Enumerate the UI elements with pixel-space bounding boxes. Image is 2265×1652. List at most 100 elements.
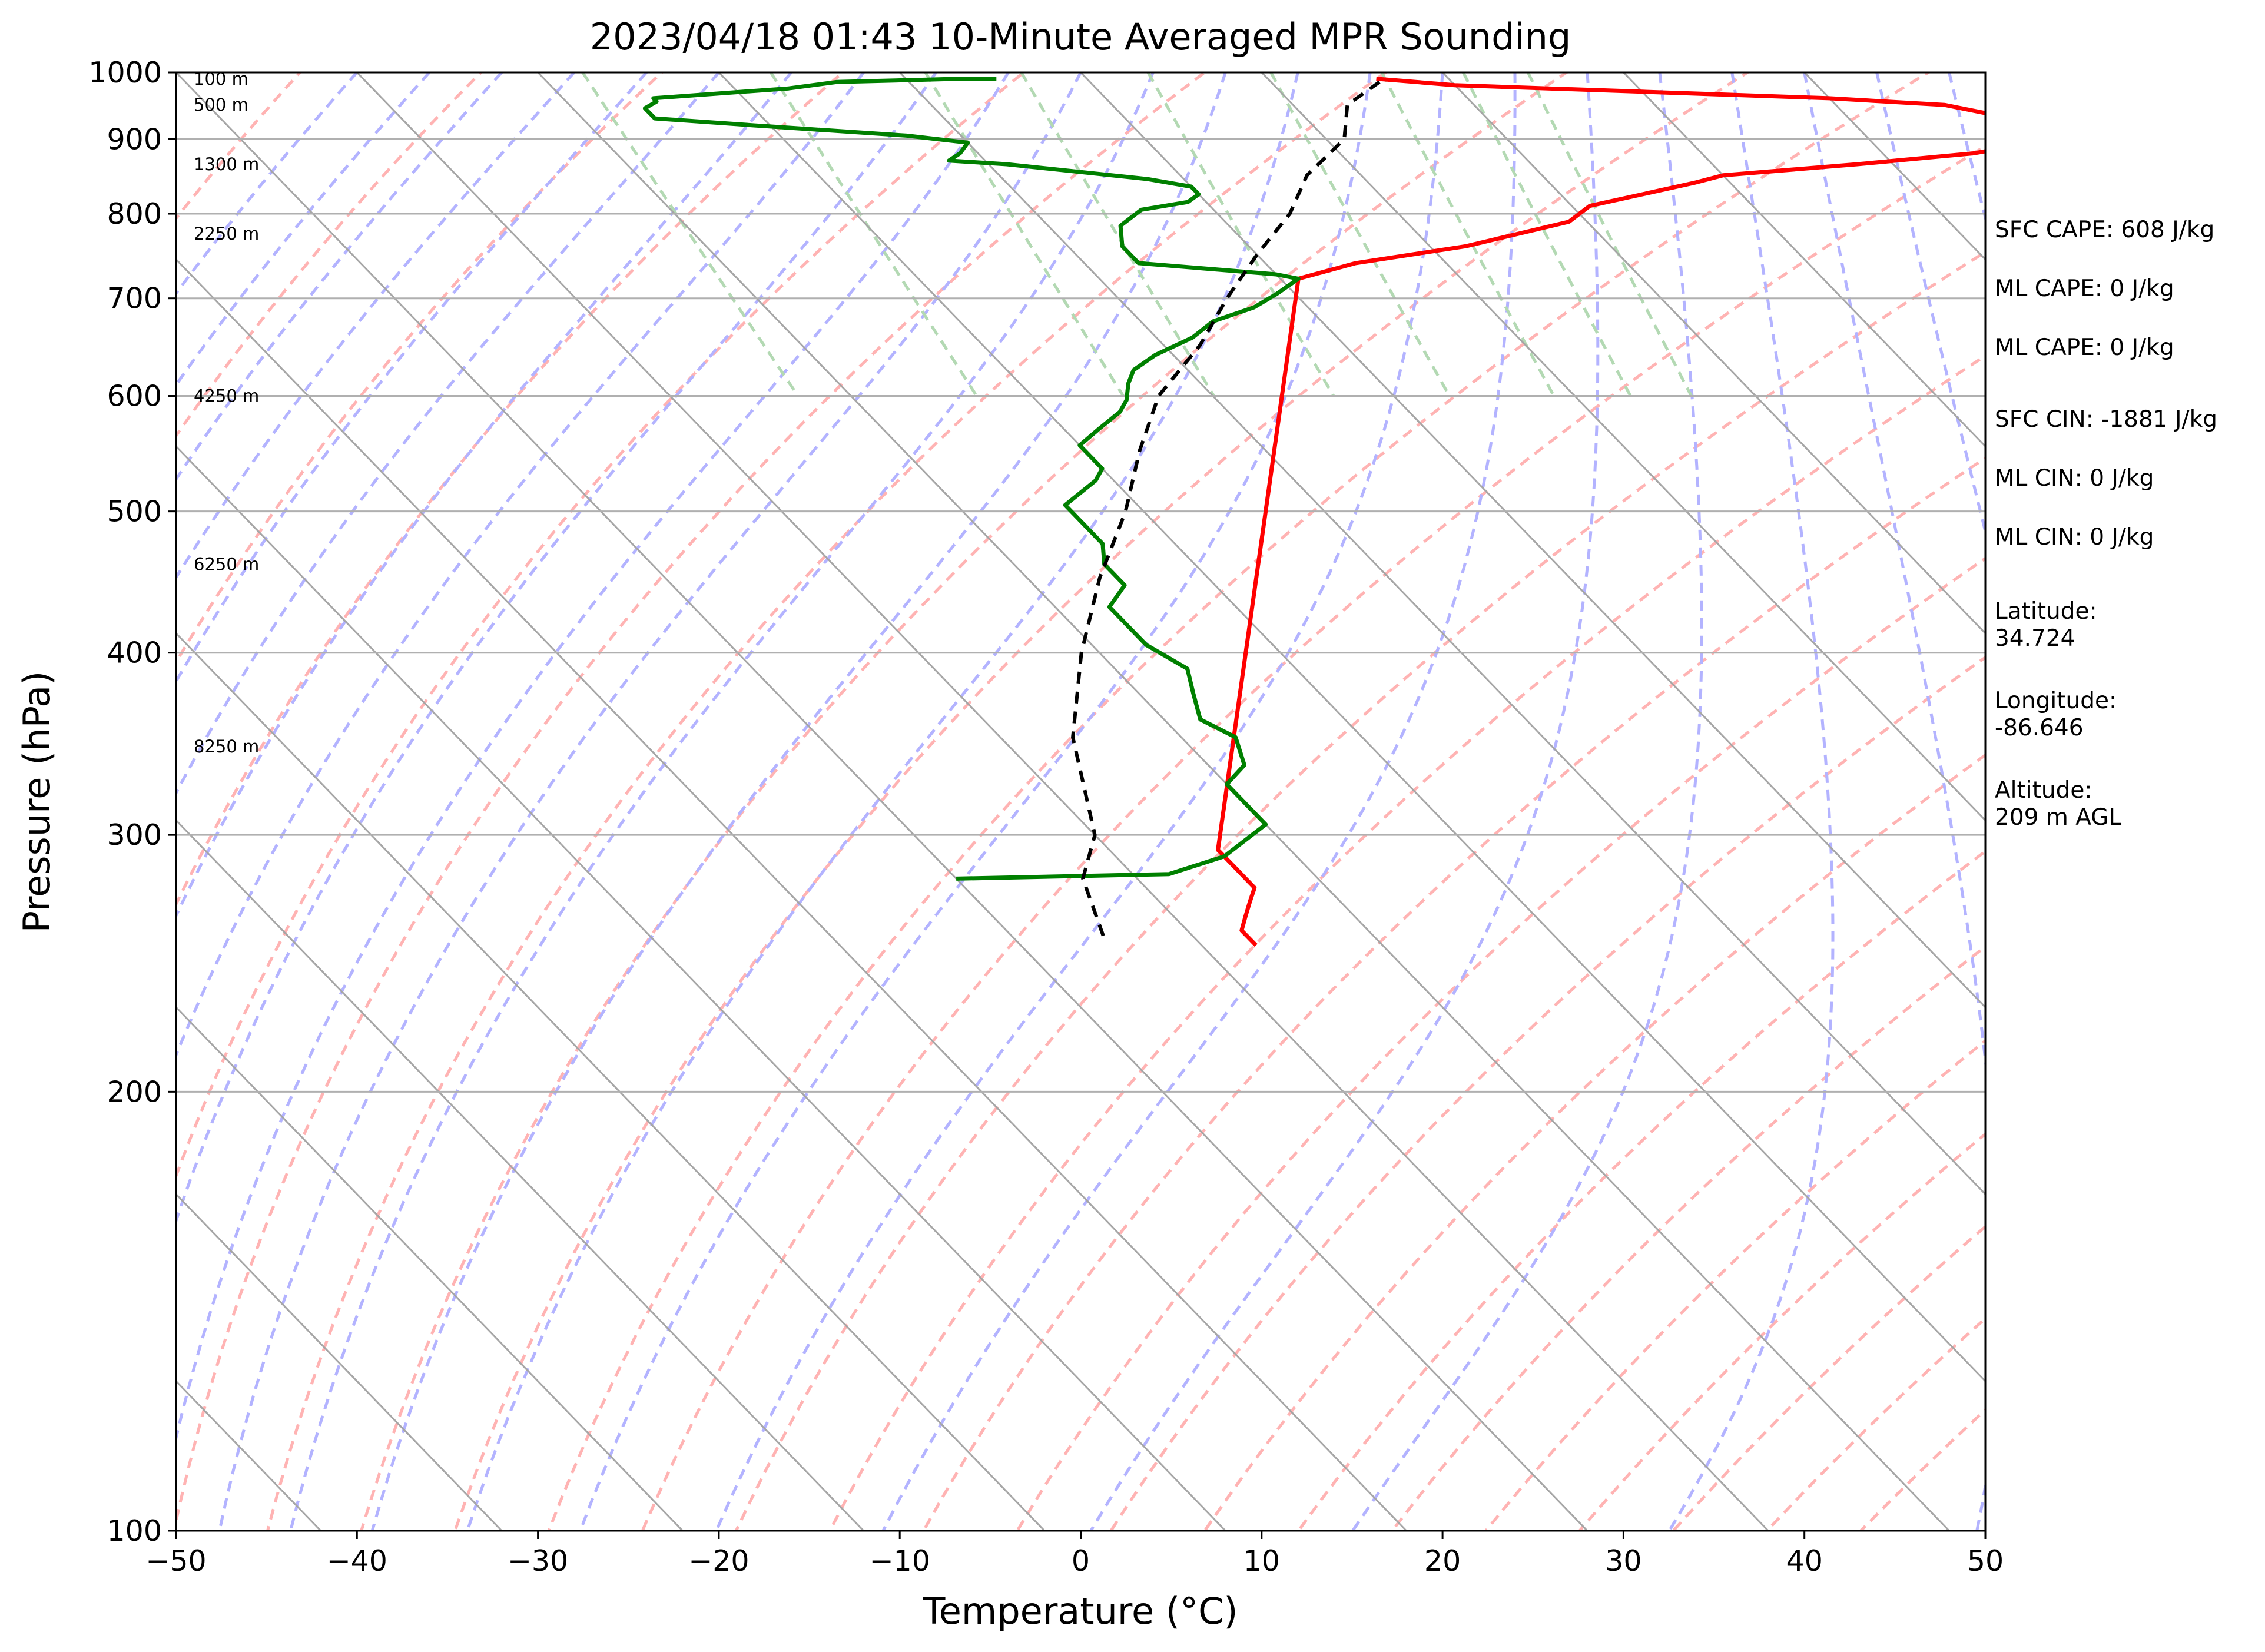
height-label: 8250 m xyxy=(194,737,259,757)
dry-adiabat-line xyxy=(734,250,1985,1531)
mixing-ratio-line xyxy=(1461,72,1632,397)
y-tick-label: 1000 xyxy=(88,56,162,89)
height-label: 500 m xyxy=(194,95,248,115)
mixing-ratio-line xyxy=(924,72,1125,397)
x-tick-label: 30 xyxy=(1605,1544,1641,1578)
dry-adiabat-line xyxy=(1015,556,1985,1531)
moist-adiabat-line xyxy=(176,72,865,1059)
altitude-info: Altitude: 209 m AGL xyxy=(1995,777,2121,831)
x-tick-label: −10 xyxy=(869,1544,930,1578)
moist-adiabat-line xyxy=(370,72,1227,1531)
dry-adiabat-line xyxy=(1390,944,1985,1531)
y-tick-label: 900 xyxy=(107,122,162,156)
height-label: 100 m xyxy=(194,69,248,89)
dry-adiabat-line xyxy=(176,72,1026,1180)
isotherm-line xyxy=(2137,42,2265,1564)
isotherm-line xyxy=(1441,72,1985,635)
y-tick-label: 500 xyxy=(107,495,162,529)
dry-adiabat-line xyxy=(1296,849,1985,1531)
dry-adiabat-line xyxy=(1203,753,1985,1531)
dry-adiabat-line xyxy=(547,72,1931,1531)
dry-adiabat-line xyxy=(266,72,1388,1531)
latitude-info: Latitude: 34.724 xyxy=(1995,598,2097,652)
y-tick-label: 300 xyxy=(107,818,162,852)
y-axis-label: Pressure (hPa) xyxy=(15,671,58,933)
dry-adiabat-line xyxy=(176,72,1208,1528)
x-tick-label: −30 xyxy=(508,1544,568,1578)
series-line-1 xyxy=(642,77,1301,881)
moist-adiabat-line xyxy=(176,72,575,580)
x-tick-label: 50 xyxy=(1967,1544,2004,1578)
moist-adiabat-line xyxy=(176,72,1010,1444)
moist-adiabat-line xyxy=(1668,72,1835,1531)
latitude-value: 34.724 xyxy=(1995,625,2075,652)
moist-adiabat-line xyxy=(1803,72,1985,1531)
dry-adiabat-line xyxy=(1671,1225,1985,1531)
dry-adiabat-line xyxy=(176,72,845,908)
ml-cin-text-2: ML CIN: 0 J/kg xyxy=(1995,524,2154,550)
moist-adiabat-line xyxy=(1351,72,1703,1531)
isotherm-line xyxy=(176,444,1227,1531)
dry-adiabat-line xyxy=(641,144,1985,1531)
ml-cape-text-2: ML CAPE: 0 J/kg xyxy=(1995,334,2174,361)
x-tick-label: 10 xyxy=(1243,1544,1280,1578)
series-line-2 xyxy=(1071,80,1381,939)
dry-adiabat-line xyxy=(360,72,1570,1531)
moist-adiabat-line xyxy=(1948,72,1985,224)
isotherm-line xyxy=(898,72,1985,1196)
altitude-value: 209 m AGL xyxy=(1995,804,2122,831)
dry-adiabat-line xyxy=(453,72,1750,1531)
mixing-ratio-line xyxy=(1020,72,1215,397)
latitude-label: Latitude: xyxy=(1995,598,2097,625)
background-lines xyxy=(176,42,2265,1564)
y-tick-label: 600 xyxy=(107,380,162,413)
longitude-value: -86.646 xyxy=(1995,715,2084,741)
isotherm-line xyxy=(176,1006,684,1531)
isotherm-line xyxy=(717,72,1985,1383)
x-tick-label: 0 xyxy=(1072,1544,1090,1578)
ml-cin-text: ML CIN: 0 J/kg xyxy=(1995,465,2154,492)
height-label: 4250 m xyxy=(194,386,259,406)
ml-cape-text: ML CAPE: 0 J/kg xyxy=(1995,276,2174,302)
altitude-label: Altitude: xyxy=(1995,777,2092,804)
series-line-0 xyxy=(1216,77,1985,947)
height-label: 2250 m xyxy=(194,224,259,244)
moist-adiabat-line xyxy=(218,72,1082,1531)
moist-adiabat-line xyxy=(715,72,1444,1531)
isotherm-line xyxy=(176,1193,503,1531)
dry-adiabat-line xyxy=(176,72,483,439)
sounding-traces xyxy=(642,77,1985,947)
dry-adiabat-line xyxy=(828,354,1985,1531)
chart-title: 2023/04/18 01:43 10-Minute Averaged MPR … xyxy=(590,15,1571,58)
moist-adiabat-line xyxy=(579,72,1372,1531)
x-tick-label: −20 xyxy=(688,1544,749,1578)
x-tick-label: 40 xyxy=(1786,1544,1823,1578)
sfc-cape-text: SFC CAPE: 608 J/kg xyxy=(1995,217,2215,243)
height-label: 6250 m xyxy=(194,554,259,574)
mixing-ratio-line xyxy=(1526,72,1693,397)
moist-adiabat-line xyxy=(1089,72,1600,1531)
isotherm-line xyxy=(1260,72,1985,822)
isotherm-line xyxy=(1622,72,1985,448)
x-tick-label: 20 xyxy=(1424,1544,1461,1578)
x-tick-label: −40 xyxy=(327,1544,387,1578)
isotherm-line xyxy=(356,72,1770,1531)
isotherm-line xyxy=(176,258,1408,1531)
sfc-cin-text: SFC CIN: -1881 J/kg xyxy=(1995,406,2217,433)
moist-adiabat-line xyxy=(176,72,937,1226)
y-tick-label: 200 xyxy=(107,1075,162,1109)
isotherm-line xyxy=(176,632,1046,1531)
dry-adiabat-line xyxy=(921,456,1985,1531)
y-tick-label: 400 xyxy=(107,636,162,670)
height-labels: 100 m 500 m 1300 m 2250 m 4250 m 6250 m 8250 m xyxy=(194,69,259,757)
dry-adiabat-line xyxy=(176,72,664,665)
x-axis-ticks: −50 −40 −30 −20 −10 0 10 20 30 40 50 xyxy=(145,1531,2004,1578)
height-label: 1300 m xyxy=(194,154,259,174)
moist-adiabat-line xyxy=(176,72,648,685)
y-tick-label: 700 xyxy=(107,282,162,316)
y-tick-label: 100 xyxy=(107,1514,162,1548)
x-tick-label: −50 xyxy=(145,1544,206,1578)
y-axis-ticks: 100 200 300 400 500 600 700 800 900 1000 xyxy=(88,56,176,1548)
dry-adiabat-line xyxy=(1109,655,1985,1531)
